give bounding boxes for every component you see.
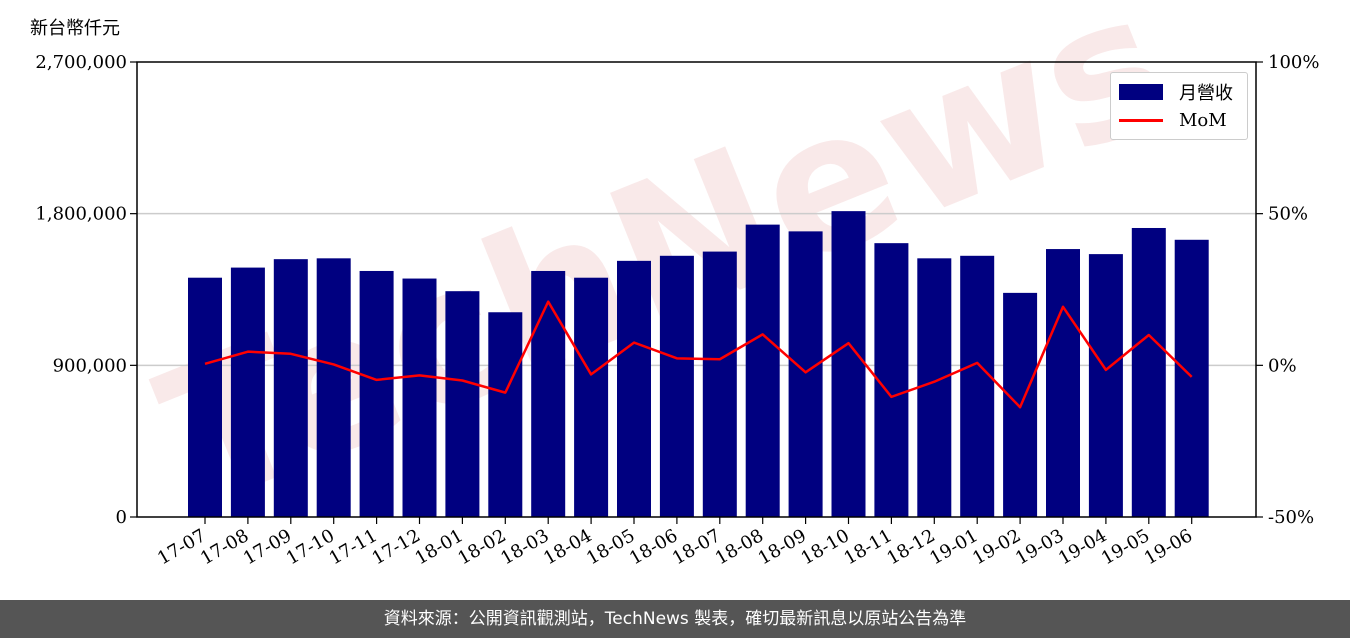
bar-19-03 — [1046, 249, 1080, 518]
bar-18-03 — [531, 270, 566, 517]
x-tick-label-18-02: 18-02 — [454, 525, 509, 569]
x-tick-label-17-11: 17-11 — [326, 525, 381, 569]
x-tick-label-18-12: 18-12 — [883, 525, 938, 569]
x-tick-label-19-04: 19-04 — [1055, 525, 1110, 569]
bar-18-12 — [917, 258, 952, 517]
bar-18-01 — [445, 291, 480, 517]
source-footer: 資料來源：公開資訊觀測站，TechNews 製表，確切最新訊息以原站公告為準 — [0, 600, 1350, 638]
y-right-tick-label-2: 50% — [1268, 204, 1308, 225]
x-tick-label-18-07: 18-07 — [669, 525, 724, 569]
mom-line-layer — [204, 300, 1193, 409]
x-tick-label-18-05: 18-05 — [583, 525, 638, 569]
x-tick-label-18-03: 18-03 — [497, 525, 552, 569]
revenue-bars — [188, 211, 1209, 518]
bar-17-12 — [402, 278, 437, 517]
y-axis-unit-label: 新台幣仟元 — [30, 18, 120, 39]
bar-18-11 — [874, 243, 909, 517]
bar-18-02 — [488, 312, 523, 517]
legend-label-mom: MoM — [1179, 109, 1227, 131]
bar-17-10 — [316, 258, 351, 517]
x-tick-label-19-01: 19-01 — [926, 525, 981, 569]
y-left-tick-label-3: 2,700,000 — [35, 52, 127, 73]
x-tick-label-17-12: 17-12 — [369, 525, 424, 569]
bar-18-07 — [702, 251, 737, 518]
x-tick-label-18-01: 18-01 — [411, 525, 466, 569]
bar-17-08 — [230, 267, 265, 517]
bar-19-06 — [1174, 239, 1209, 517]
legend-swatch-revenue — [1119, 84, 1163, 100]
plot-frame — [136, 61, 1257, 518]
y-left-tick-label-0: 0 — [116, 507, 127, 528]
bar-18-05 — [617, 260, 651, 517]
legend-label-revenue: 月營收 — [1179, 83, 1233, 104]
mom-line — [204, 300, 1193, 409]
x-tick-label-18-10: 18-10 — [798, 525, 853, 569]
bar-18-09 — [788, 231, 823, 517]
legend-item-mom: MoM — [1119, 108, 1227, 132]
bar-17-11 — [359, 270, 394, 517]
x-tick-label-18-08: 18-08 — [712, 525, 767, 569]
x-tick-label-18-11: 18-11 — [840, 525, 895, 569]
legend-swatch-mom — [1119, 118, 1163, 122]
legend-item-revenue: 月營收 — [1119, 80, 1233, 104]
bar-18-08 — [745, 224, 780, 518]
bar-18-10 — [831, 211, 866, 517]
y-right-tick-label-0: -50% — [1268, 507, 1314, 528]
bar-line-chart: TechNews 0900,0001,800,0002,700,000-50%0… — [35, 0, 1319, 569]
bar-18-04 — [574, 277, 609, 517]
x-tick-label-19-05: 19-05 — [1098, 525, 1153, 569]
y-right-tick-label-3: 100% — [1268, 52, 1319, 73]
x-tick-label-18-09: 18-09 — [755, 525, 810, 569]
y-left-tick-label-1: 900,000 — [53, 355, 127, 376]
bar-18-06 — [659, 255, 694, 517]
y-left-tick-label-2: 1,800,000 — [35, 204, 127, 225]
legend: 月營收 MoM — [1110, 72, 1248, 140]
y-right-tick-label-1: 0% — [1268, 355, 1297, 376]
x-tick-label-17-10: 17-10 — [283, 525, 338, 569]
x-tick-label-19-06: 19-06 — [1141, 525, 1196, 569]
bar-19-05 — [1131, 227, 1166, 518]
bar-19-01 — [960, 255, 995, 517]
x-tick-label-19-02: 19-02 — [969, 525, 1024, 569]
x-tick-label-17-07: 17-07 — [154, 525, 209, 569]
bar-17-07 — [188, 277, 222, 517]
x-tick-label-18-06: 18-06 — [626, 525, 681, 569]
bar-17-09 — [273, 259, 308, 517]
x-tick-label-19-03: 19-03 — [1012, 525, 1067, 569]
x-tick-label-18-04: 18-04 — [540, 525, 595, 569]
bar-19-04 — [1088, 254, 1123, 517]
